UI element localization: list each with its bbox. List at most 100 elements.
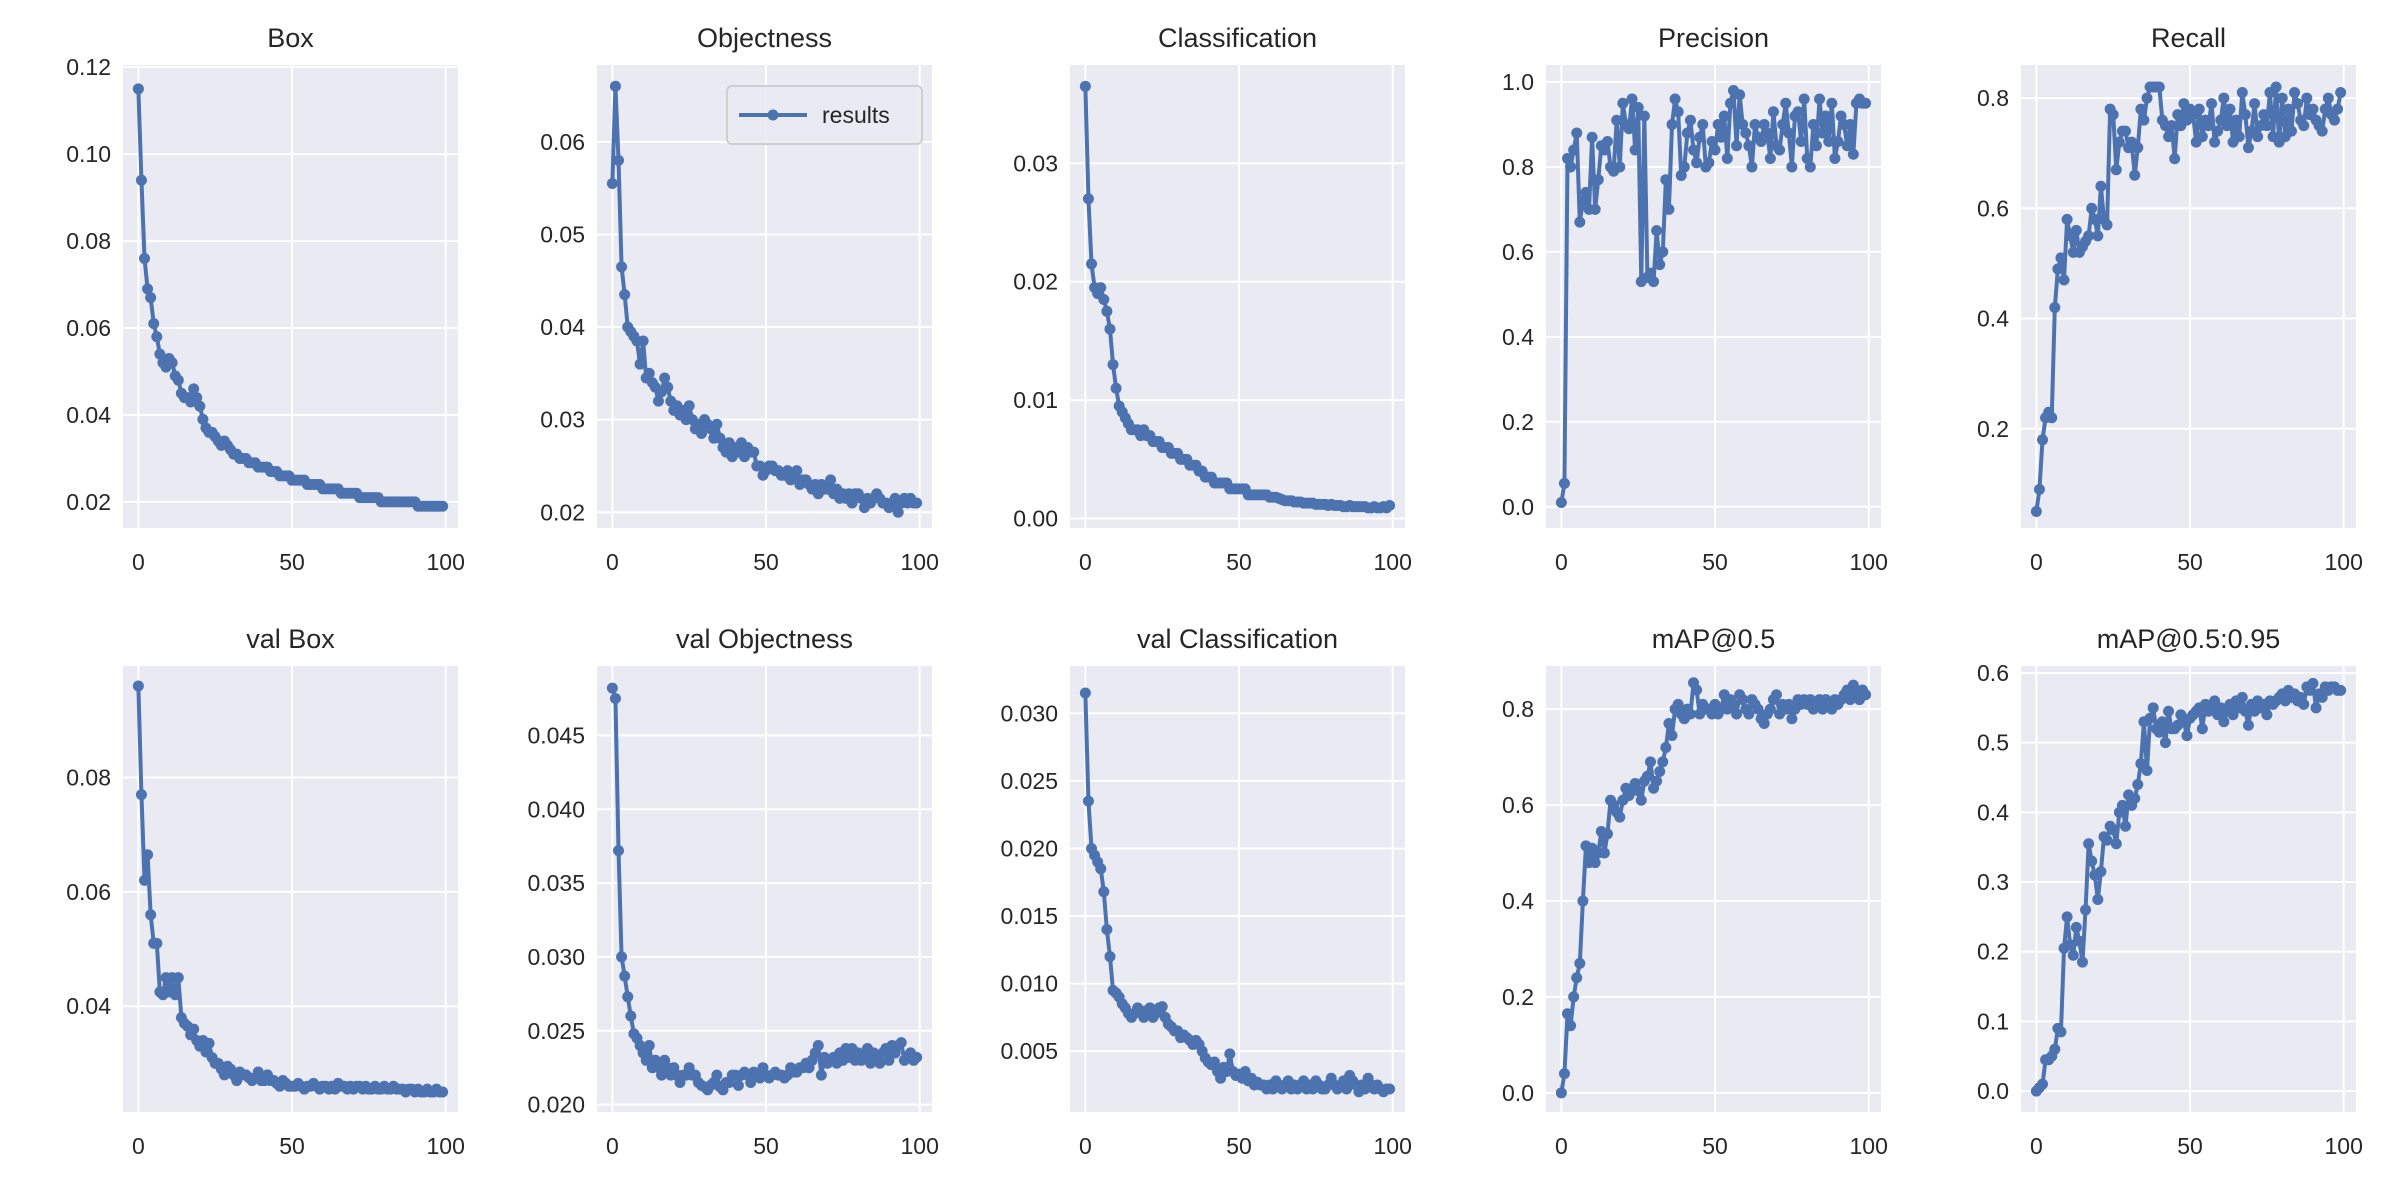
- subplot-val-box: val Box 0.04 0.06 0.08 0 50 100: [66, 624, 465, 1159]
- data-point: [1740, 127, 1752, 139]
- data-point: [1562, 152, 1574, 164]
- y-tick-label: 0.025: [527, 1018, 585, 1044]
- plot-area: [1070, 666, 1405, 1112]
- subplot-title: Precision: [1658, 23, 1769, 53]
- x-tick-label: 0: [132, 549, 145, 575]
- y-tick-label: 0.4: [1977, 799, 2009, 825]
- data-point: [2202, 120, 2214, 132]
- data-point: [1823, 135, 1835, 147]
- y-tick-label: 0.5: [1977, 730, 2009, 756]
- x-tick-label: 50: [753, 1133, 779, 1159]
- data-point: [1558, 1068, 1570, 1080]
- data-point: [2298, 120, 2310, 132]
- data-point: [1731, 140, 1743, 152]
- data-point: [1598, 144, 1610, 156]
- data-point: [1558, 477, 1570, 489]
- data-point: [892, 506, 904, 518]
- data-point: [1767, 106, 1779, 118]
- x-tick-label: 0: [1079, 549, 1092, 575]
- data-point: [659, 372, 671, 384]
- data-point: [622, 991, 634, 1003]
- data-point: [2083, 838, 2095, 850]
- data-point: [1737, 694, 1749, 706]
- data-point: [2061, 213, 2073, 225]
- data-point: [874, 1057, 886, 1069]
- data-point: [2138, 114, 2150, 126]
- data-point: [194, 400, 206, 412]
- data-point: [1660, 174, 1672, 186]
- data-point: [1641, 770, 1653, 782]
- data-point: [2261, 709, 2273, 721]
- data-point: [2037, 1078, 2049, 1090]
- data-point: [1565, 161, 1577, 173]
- data-point: [2261, 120, 2273, 132]
- data-point: [1614, 161, 1626, 173]
- data-point: [169, 989, 181, 1001]
- data-point: [2218, 92, 2230, 104]
- data-point: [1208, 1056, 1220, 1068]
- y-tick-label: 0.010: [1000, 971, 1058, 997]
- data-point: [1844, 118, 1856, 130]
- y-tick-label: 0.020: [1000, 835, 1058, 861]
- data-point: [2335, 684, 2347, 696]
- legend-box: [726, 85, 923, 145]
- data-point: [135, 174, 147, 186]
- data-point: [2092, 230, 2104, 242]
- y-tick-label: 0.4: [1977, 306, 2009, 332]
- data-point: [1718, 110, 1730, 122]
- data-point: [1095, 282, 1107, 294]
- data-point: [1101, 305, 1113, 317]
- data-point: [2141, 92, 2153, 104]
- y-tick-label: 0.015: [1000, 903, 1058, 929]
- data-point: [1666, 730, 1678, 742]
- data-point: [2181, 730, 2193, 742]
- data-point: [637, 335, 649, 347]
- data-point: [145, 909, 157, 921]
- y-tick-label: 0.03: [1013, 150, 1058, 176]
- x-tick-label: 0: [1555, 1133, 1568, 1159]
- data-point: [1672, 698, 1684, 710]
- data-point: [732, 1079, 744, 1091]
- data-point: [1651, 775, 1663, 787]
- data-point: [1589, 203, 1601, 215]
- data-point: [2119, 820, 2131, 832]
- x-tick-label: 0: [1555, 549, 1568, 575]
- data-point: [2230, 114, 2242, 126]
- subplot-val-classification: val Classification 0.005 0.010 0.015 0.020 0.…: [1000, 624, 1411, 1159]
- data-point: [2322, 92, 2334, 104]
- data-point: [616, 951, 628, 963]
- data-point: [1727, 698, 1739, 710]
- data-point: [1666, 118, 1678, 130]
- data-point: [2070, 224, 2082, 236]
- data-point: [1580, 186, 1592, 198]
- data-point: [1565, 1020, 1577, 1032]
- data-point: [606, 682, 618, 694]
- data-point: [1571, 127, 1583, 139]
- y-tick-label: 0.0: [1977, 1078, 2009, 1104]
- y-tick-label: 0.0: [1502, 1080, 1534, 1106]
- data-point: [2224, 103, 2236, 115]
- data-point: [2307, 677, 2319, 689]
- data-point: [1752, 703, 1764, 715]
- data-point: [1577, 895, 1589, 907]
- x-tick-label: 100: [1850, 1133, 1888, 1159]
- data-point: [1835, 110, 1847, 122]
- data-point: [1644, 756, 1656, 768]
- data-point: [1224, 1048, 1236, 1060]
- data-point: [1780, 97, 1792, 109]
- data-point: [640, 1054, 652, 1066]
- y-tick-label: 0.00: [1013, 506, 1058, 532]
- data-point: [1611, 114, 1623, 126]
- data-point: [1771, 689, 1783, 701]
- data-point: [2212, 125, 2224, 137]
- data-point: [1574, 957, 1586, 969]
- x-tick-label: 100: [427, 549, 465, 575]
- data-point: [1574, 216, 1586, 228]
- data-point: [2141, 765, 2153, 777]
- data-point: [643, 1040, 655, 1052]
- data-point: [1592, 174, 1604, 186]
- data-point: [2270, 81, 2282, 93]
- data-point: [1734, 89, 1746, 101]
- subplot-map-0-5: mAP@0.5 0.0 0.2 0.4 0.6 0.8 0 50 100: [1502, 624, 1888, 1159]
- data-point: [748, 446, 760, 458]
